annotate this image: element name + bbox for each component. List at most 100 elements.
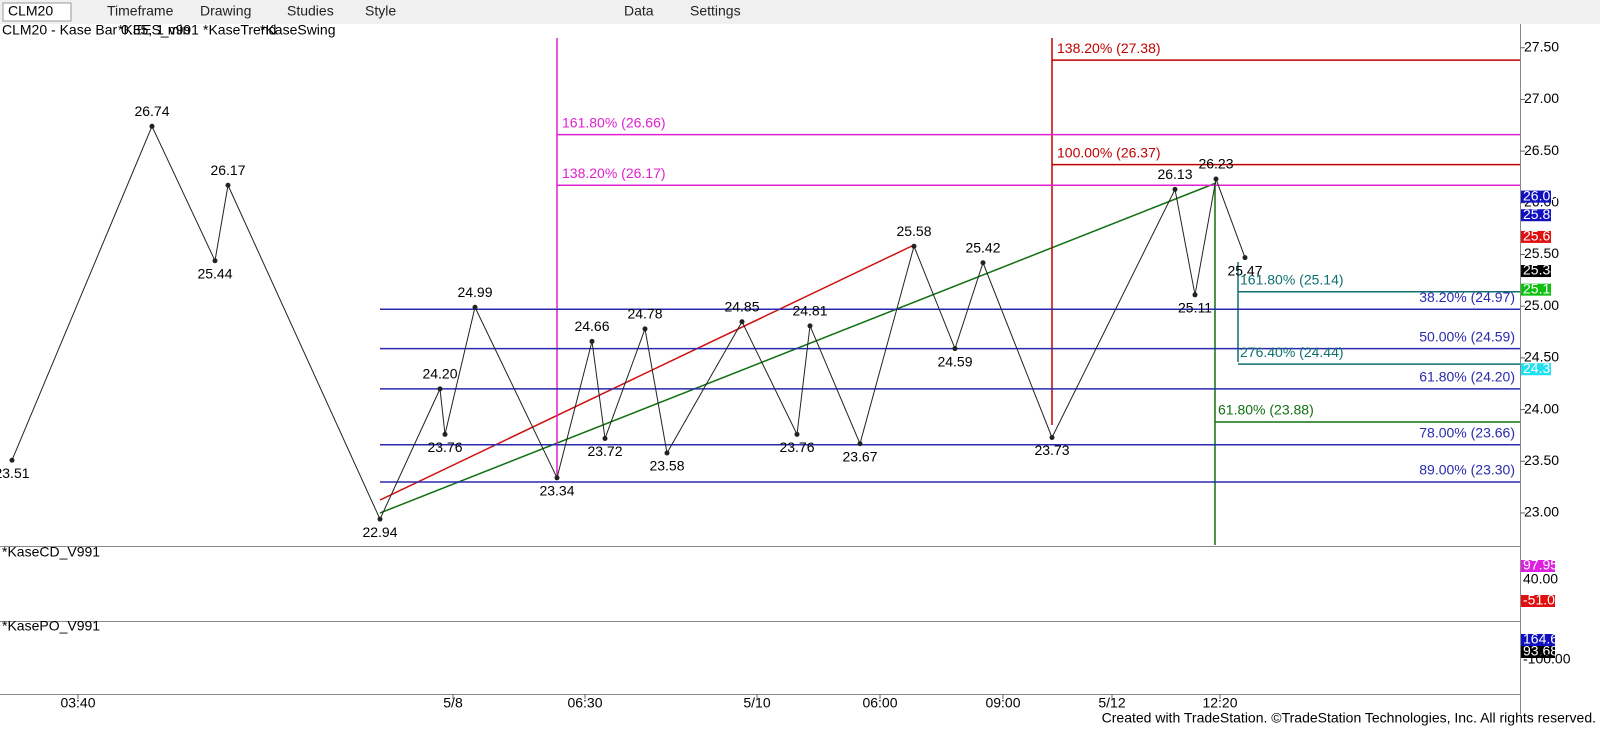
swing-label: 24.78 [627,306,662,322]
fib-label: 138.20% (26.17) [562,165,666,181]
price-tag [1521,230,1551,243]
fib-label: 89.00% (23.30) [1419,462,1515,478]
swing-point [664,450,670,456]
swing-point [1192,292,1198,298]
study-name: *KaseTrend [203,22,276,38]
fib-label: 61.80% (24.20) [1419,369,1515,385]
swing-label: 26.13 [1157,166,1192,182]
x-tick-label: 5/8 [443,695,463,711]
swing-label: 23.76 [427,439,462,455]
panel-name: *KasePO_V991 [2,618,100,634]
y-tick-label: 25.00 [1524,297,1559,313]
trend-line [379,244,915,501]
swing-point [9,457,15,463]
swing-point [437,386,443,392]
y-tick-label: 23.50 [1524,452,1559,468]
toolbar [0,0,1600,24]
price-tag-label: 25.88 [1523,206,1558,222]
swing-label: 26.74 [134,103,169,119]
fib-label: 38.20% (24.97) [1419,289,1515,305]
swing-point [589,338,595,344]
x-tick-label: 5/12 [1098,695,1125,711]
footer: Created with TradeStation. ©TradeStation… [1102,710,1596,726]
fib-label: 138.20% (27.38) [1057,40,1161,56]
panel-tag [1521,634,1555,646]
fib-label: 276.40% (24.44) [1240,344,1344,360]
swing-label: 24.81 [792,303,827,319]
fib-label: 78.00% (23.66) [1419,424,1515,440]
swing-label: 23.67 [842,448,877,464]
swing-label: 24.59 [937,353,972,369]
swing-label: 24.85 [724,298,759,314]
swing-label: 26.23 [1198,156,1233,172]
toolbar-item[interactable]: Drawing [200,3,251,19]
panel-divider [0,694,1520,695]
y-tick-label: 26.50 [1524,142,1559,158]
symbol[interactable]: CLM20 [8,3,53,19]
y-tick-label: 27.00 [1524,90,1559,106]
panel-label: 40.00 [1523,571,1558,587]
swing-point [642,326,648,332]
chart-title: CLM20 - Kase Bar 0.35, 1 min [2,22,190,38]
x-tick-label: 06:30 [567,695,602,711]
swing-point [1242,255,1248,261]
y-tick-label: 27.50 [1524,38,1559,54]
y-tick-label: 24.00 [1524,400,1559,416]
swing-label: 23.58 [649,458,684,474]
study-name: *KaseSwing [260,22,336,38]
price-tag-label: 25.16 [1523,280,1558,296]
price-tag [1521,265,1551,278]
price-tag-label: 25.34 [1523,262,1558,278]
panel-tag [1521,560,1555,572]
symbol-box [2,2,72,22]
x-tick-label: 09:00 [985,695,1020,711]
toolbar-item[interactable]: Studies [287,3,334,19]
swing-label: 25.58 [896,223,931,239]
price-tag [1521,363,1551,376]
fib-label: 161.80% (26.66) [562,114,666,130]
fib-label: 100.00% (26.37) [1057,144,1161,160]
swing-label: 23.51 [0,465,30,481]
panel-label: -100.00 [1523,651,1571,667]
swing-point [602,436,608,442]
swing-point [1049,434,1055,440]
x-tick-label: 03:40 [60,695,95,711]
toolbar-item[interactable]: Style [365,3,396,19]
swing-point [554,475,560,481]
price-tag [1521,283,1551,296]
swing-point [952,346,958,352]
swing-label: 23.73 [1034,442,1069,458]
swing-point [1213,176,1219,182]
panel-tag [1521,595,1555,607]
swing-point [807,323,813,329]
swing-point [1172,186,1178,192]
panel-tag [1521,646,1555,658]
panel-label: 93.68 [1523,643,1558,659]
swing-point [377,516,383,522]
x-tick-label: 5/10 [743,695,770,711]
y-tick-label: 23.00 [1524,504,1559,520]
swing-label: 24.20 [422,366,457,382]
price-tag-label: 25.67 [1523,228,1558,244]
swing-label: 26.17 [210,162,245,178]
swing-label: 23.76 [779,439,814,455]
swing-label: 25.44 [197,265,232,281]
axis-divider [1520,24,1521,714]
swing-label: 24.99 [457,284,492,300]
panel-label: 97.95 [1523,557,1558,573]
toolbar-item[interactable]: Data [624,3,654,19]
swing-label: 23.34 [539,483,574,499]
toolbar-item[interactable]: Timeframe [107,3,174,19]
toolbar-item[interactable]: Settings [690,3,741,19]
swing-point [225,182,231,188]
swing-point [472,304,478,310]
panel-name: *KaseCD_V991 [2,544,100,560]
fib-label: 161.80% (25.14) [1240,271,1344,287]
swing-label: 25.47 [1227,262,1262,278]
swing-point [980,260,986,266]
fib-label: 61.80% (23.88) [1218,402,1314,418]
y-tick-label: 25.50 [1524,245,1559,261]
study-name: *KEES_v991 [118,22,199,38]
swing-label: 24.66 [574,318,609,334]
panel-label: -51.00 [1523,592,1563,608]
